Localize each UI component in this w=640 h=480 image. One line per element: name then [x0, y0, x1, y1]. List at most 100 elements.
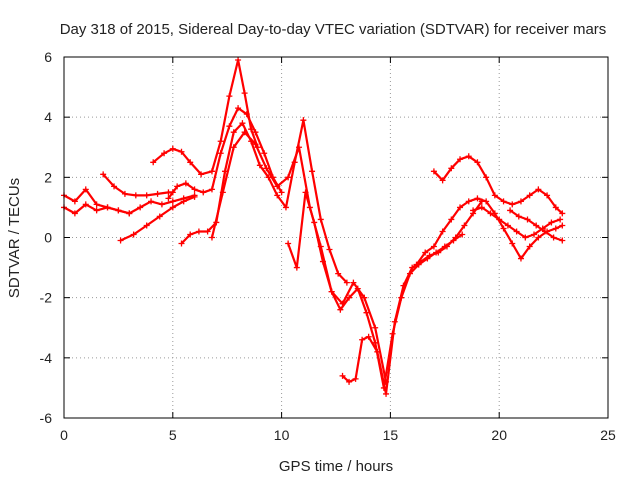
- data-point: [548, 219, 555, 226]
- data-point: [274, 192, 281, 199]
- data-point: [337, 306, 344, 313]
- data-point: [130, 231, 137, 238]
- data-point: [426, 252, 433, 259]
- data-point: [452, 234, 459, 241]
- series-line: [180, 119, 348, 284]
- data-point: [409, 264, 416, 271]
- data-point: [524, 216, 531, 223]
- series-arc-2: [61, 201, 133, 217]
- data-point: [526, 192, 533, 199]
- data-point: [204, 228, 211, 235]
- data-point: [235, 105, 242, 112]
- data-point: [169, 198, 176, 205]
- data-point: [241, 129, 248, 136]
- data-point: [544, 192, 551, 199]
- data-point: [230, 129, 237, 136]
- data-point: [278, 189, 285, 196]
- data-point: [496, 216, 503, 223]
- data-point: [517, 198, 524, 205]
- data-point: [552, 225, 559, 232]
- data-point: [148, 198, 155, 205]
- data-point: [448, 165, 455, 172]
- data-point: [541, 228, 548, 235]
- data-point: [178, 240, 185, 247]
- data-point: [82, 186, 89, 193]
- data-point: [363, 309, 370, 316]
- data-point: [182, 180, 189, 187]
- data-point: [180, 198, 187, 205]
- y-tick-label: 4: [44, 109, 52, 125]
- series-arc-10: [339, 198, 485, 397]
- y-tick-label: -4: [40, 350, 53, 366]
- data-point: [302, 189, 309, 196]
- data-point: [500, 225, 507, 232]
- data-point: [459, 231, 466, 238]
- data-point: [165, 195, 172, 202]
- data-point: [252, 141, 259, 148]
- data-point: [311, 219, 318, 226]
- data-point: [217, 138, 224, 145]
- series-arc-5: [150, 57, 261, 178]
- data-point: [132, 192, 139, 199]
- data-point: [491, 192, 498, 199]
- data-point: [559, 237, 566, 244]
- data-point: [457, 156, 464, 163]
- data-point: [339, 372, 346, 379]
- data-point: [500, 198, 507, 205]
- data-point: [517, 255, 524, 262]
- data-point: [252, 129, 259, 136]
- data-point: [230, 144, 237, 151]
- data-point: [422, 249, 429, 256]
- y-tick-label: 0: [44, 230, 52, 246]
- data-point: [350, 279, 357, 286]
- data-point: [317, 216, 324, 223]
- data-point: [226, 93, 233, 100]
- series-arc-11: [413, 195, 566, 268]
- x-tick-label: 15: [383, 427, 399, 443]
- y-tick-label: 2: [44, 169, 52, 185]
- data-point: [526, 243, 533, 250]
- data-point: [93, 207, 100, 214]
- data-point: [559, 210, 566, 217]
- y-axis-label: SDTVAR / TECUs: [6, 178, 23, 298]
- data-point: [346, 378, 353, 385]
- data-point: [328, 288, 335, 295]
- series-line: [167, 106, 283, 200]
- data-point: [515, 213, 522, 220]
- data-point: [335, 270, 342, 277]
- data-point: [391, 318, 398, 325]
- data-point: [535, 234, 542, 241]
- data-point: [178, 148, 185, 155]
- data-point: [465, 153, 472, 160]
- data-point: [208, 168, 215, 175]
- data-point: [208, 186, 215, 193]
- data-point: [413, 261, 420, 268]
- series-line: [341, 200, 483, 395]
- data-point: [296, 144, 303, 151]
- data-point: [507, 207, 514, 214]
- data-point: [261, 150, 268, 157]
- data-point: [217, 150, 224, 157]
- data-point: [435, 249, 442, 256]
- data-point: [219, 189, 226, 196]
- data-point: [361, 294, 368, 301]
- data-point: [191, 193, 198, 200]
- series-arc-9: [285, 189, 466, 391]
- data-point: [191, 186, 198, 193]
- data-point: [241, 90, 248, 97]
- data-point: [169, 145, 176, 152]
- data-point: [374, 348, 381, 355]
- data-point: [156, 213, 163, 220]
- data-point: [100, 171, 107, 178]
- data-point: [359, 336, 366, 343]
- series-arc-4: [117, 193, 198, 244]
- data-point: [448, 216, 455, 223]
- data-point: [82, 201, 89, 208]
- data-point: [285, 174, 292, 181]
- axis-ticks: 0 5 10 15 20 25 -6 -4 -2 0 2 4 6: [40, 49, 616, 443]
- data-series: [61, 57, 566, 397]
- data-point: [285, 240, 292, 247]
- data-point: [198, 171, 205, 178]
- data-point: [483, 174, 490, 181]
- data-point: [509, 240, 516, 247]
